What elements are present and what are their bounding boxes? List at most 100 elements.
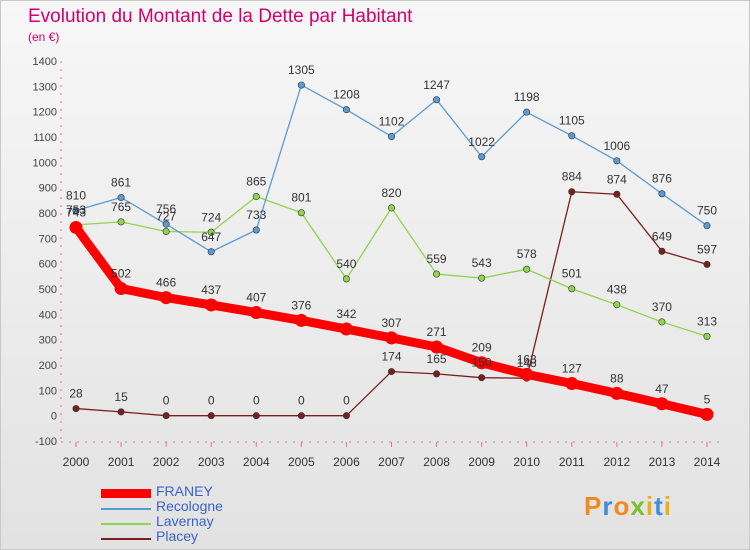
data-point-placey: [613, 190, 621, 198]
data-label-recologne: 876: [652, 172, 672, 186]
data-point-franey: [339, 322, 353, 336]
data-label-placey: 649: [652, 229, 672, 243]
legend-swatch: [101, 489, 151, 498]
data-point-franey: [565, 376, 579, 390]
data-point-franey: [114, 281, 128, 295]
data-label-recologne: 861: [111, 176, 131, 190]
legend-label: FRANEY: [156, 483, 213, 499]
y-tick-label: 300: [39, 335, 57, 347]
data-label-franey: 271: [427, 325, 447, 339]
data-point-franey: [655, 397, 669, 411]
data-point-recologne: [342, 106, 350, 114]
data-point-placey: [162, 412, 170, 420]
data-point-franey: [69, 220, 83, 234]
x-tick-label: 2011: [559, 455, 585, 469]
data-point-lavernay: [703, 332, 711, 340]
y-tick-label: 1400: [33, 56, 57, 68]
data-label-franey: 502: [111, 266, 131, 280]
x-tick-label: 2006: [333, 455, 360, 469]
data-label-lavernay: 820: [381, 186, 401, 200]
data-point-franey: [249, 306, 263, 320]
series-line-recologne: [75, 84, 708, 253]
data-label-recologne: 1006: [604, 139, 631, 153]
y-tick-label: 1100: [33, 132, 57, 144]
x-tick-label: 2002: [153, 455, 180, 469]
y-tick-label: 1300: [33, 81, 57, 93]
y-tick-label: 100: [39, 385, 57, 397]
data-point-franey: [204, 298, 218, 312]
data-label-lavernay: 727: [156, 209, 176, 223]
x-tick-label: 2003: [198, 455, 225, 469]
data-point-franey: [520, 367, 534, 381]
data-point-placey: [433, 370, 441, 378]
data-point-placey: [568, 188, 576, 196]
data-point-recologne: [478, 153, 486, 161]
data-point-franey: [430, 340, 444, 354]
data-label-recologne: 750: [697, 204, 717, 218]
data-label-lavernay: 724: [201, 210, 221, 224]
y-tick-label: 900: [39, 183, 57, 195]
data-point-lavernay: [478, 274, 486, 282]
data-point-placey: [252, 412, 260, 420]
data-point-recologne: [523, 108, 531, 116]
data-label-lavernay: 370: [652, 300, 672, 314]
data-label-placey: 15: [114, 390, 128, 404]
y-tick-label: 0: [51, 411, 57, 423]
data-point-recologne: [72, 206, 80, 214]
data-point-recologne: [658, 190, 666, 198]
data-label-recologne: 1247: [423, 78, 450, 92]
data-label-placey: 0: [208, 394, 215, 408]
data-point-recologne: [162, 220, 170, 228]
data-label-placey: 174: [381, 350, 401, 364]
data-point-lavernay: [433, 270, 441, 278]
legend-label: Lavernay: [156, 513, 214, 529]
data-label-placey: 0: [298, 394, 305, 408]
data-point-lavernay: [207, 228, 215, 236]
data-point-placey: [703, 260, 711, 268]
legend-swatch: [101, 523, 151, 525]
data-label-recologne: 756: [156, 202, 176, 216]
chart-title: Evolution du Montant de la Dette par Hab…: [28, 6, 413, 27]
y-tick-label: 800: [39, 208, 57, 220]
data-label-franey: 342: [336, 307, 356, 321]
data-label-placey: 150: [472, 356, 492, 370]
data-label-franey: 209: [472, 341, 492, 355]
data-point-recologne: [387, 132, 395, 140]
data-label-placey: 884: [562, 170, 582, 184]
x-tick-label: 2013: [649, 455, 676, 469]
data-point-lavernay: [297, 209, 305, 217]
data-label-lavernay: 801: [291, 191, 311, 205]
data-point-recologne: [433, 96, 441, 104]
data-label-recologne: 1102: [379, 114, 405, 128]
data-label-lavernay: 753: [66, 203, 86, 217]
data-point-placey: [478, 374, 486, 382]
data-label-placey: 0: [253, 394, 260, 408]
data-label-recologne: 1198: [514, 90, 540, 104]
data-label-recologne: 647: [201, 230, 221, 244]
data-label-franey: 127: [562, 361, 582, 375]
x-tick-label: 2010: [513, 455, 540, 469]
data-label-lavernay: 865: [246, 175, 266, 189]
data-point-lavernay: [523, 265, 531, 273]
data-point-recologne: [117, 194, 125, 202]
data-point-franey: [700, 407, 714, 421]
data-label-franey: 437: [201, 283, 221, 297]
y-tick-label: 700: [39, 233, 57, 245]
data-point-recologne: [703, 222, 711, 230]
data-label-lavernay: 501: [562, 267, 582, 281]
data-point-placey: [297, 412, 305, 420]
data-point-placey: [72, 405, 80, 413]
data-label-franey: 5: [704, 392, 711, 406]
chart-subtitle: (en €): [28, 30, 60, 44]
y-tick-label: 500: [39, 284, 57, 296]
y-tick-label: 1000: [33, 157, 57, 169]
data-label-lavernay: 543: [472, 256, 492, 270]
y-tick-label: 600: [39, 259, 57, 271]
data-label-recologne: 1105: [559, 114, 585, 128]
data-point-lavernay: [342, 275, 350, 283]
x-tick-label: 2001: [108, 455, 135, 469]
x-tick-label: 2004: [243, 455, 270, 469]
x-tick-label: 2007: [378, 455, 405, 469]
